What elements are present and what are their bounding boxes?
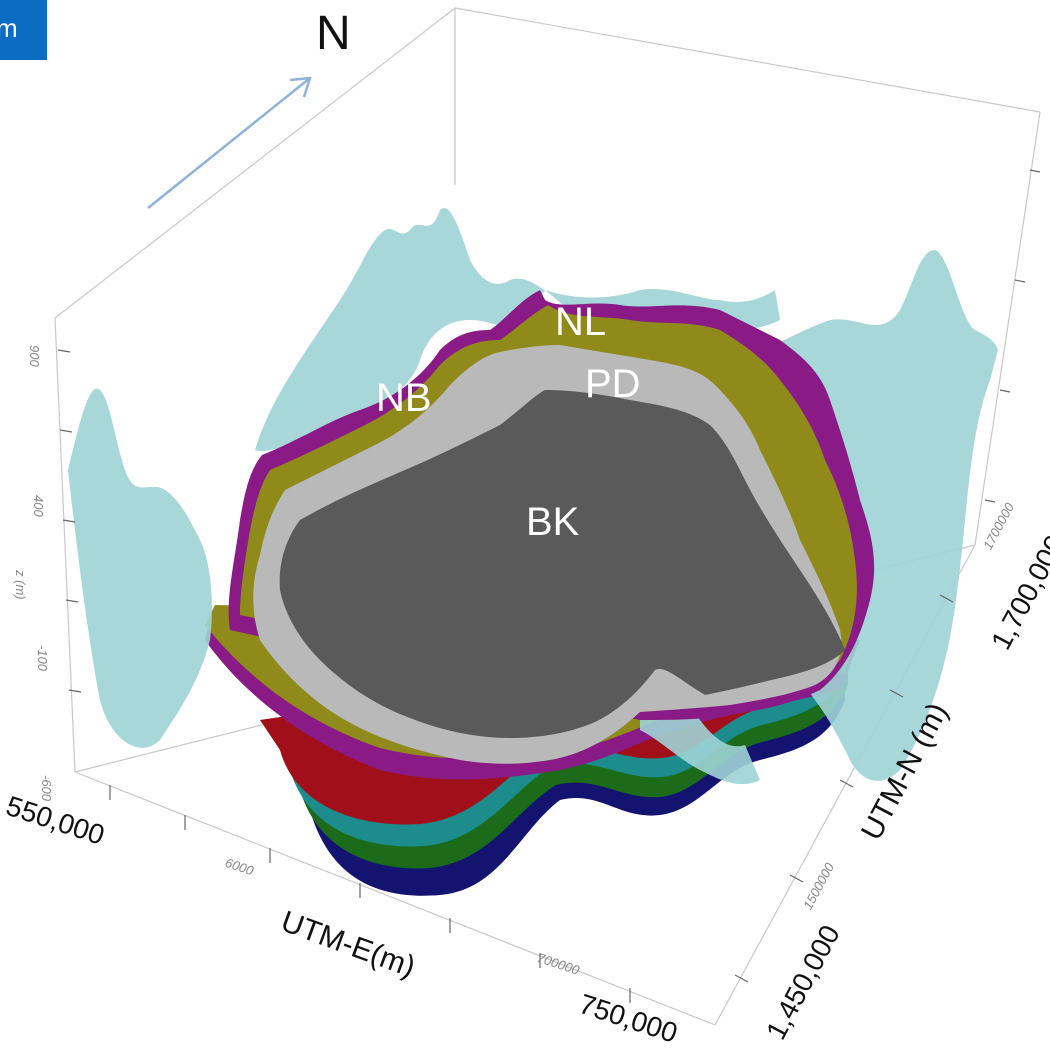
north-arrow-icon <box>147 76 312 209</box>
zone-label-pd: PD <box>585 362 641 406</box>
zone-bk-surface <box>279 390 845 738</box>
corner-badge: m <box>0 0 47 60</box>
z-tick-900: 900 <box>27 345 42 367</box>
zone-label-nl: NL <box>555 300 607 344</box>
terrain-northwest <box>255 208 545 451</box>
north-label: N <box>316 7 351 60</box>
z-axis-title: z (m) <box>13 570 28 600</box>
z-tick-neg600: -600 <box>39 775 54 802</box>
z-tick-neg100: -100 <box>35 645 50 672</box>
zone-label-nb: NB <box>376 376 432 420</box>
z-tick-400: 400 <box>31 495 46 517</box>
zone-label-bk: BK <box>526 500 580 544</box>
terrain-west <box>68 388 212 748</box>
axis-ticks <box>57 169 1041 1003</box>
